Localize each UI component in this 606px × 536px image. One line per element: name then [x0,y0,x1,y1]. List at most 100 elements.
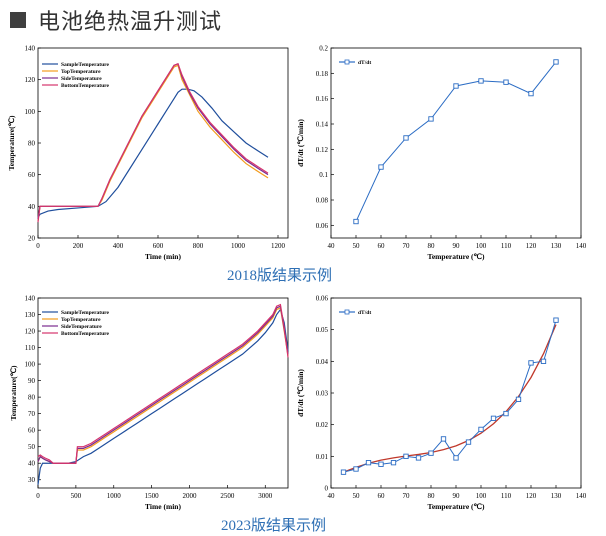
y-tick-label: 110 [25,344,36,352]
data-point [428,116,434,122]
data-point [340,469,347,475]
x-tick-label: 90 [453,492,461,500]
data-point [378,461,384,467]
legend-label: BottomTemperature [61,83,110,89]
x-axis-label: Temperature (℃) [428,252,485,261]
y-tick-label: 140 [25,45,36,53]
y-tick-label: 0.08 [316,197,329,205]
data-point [453,455,459,461]
data-point [528,360,534,366]
y-axis-label: dT/dt (℃/min) [296,369,305,417]
y-tick-label: 0.01 [316,453,329,461]
data-point [365,460,372,466]
y-tick-label: 80 [28,140,36,148]
plot-frame [330,47,582,239]
x-tick-label: 70 [403,242,411,250]
data-point [403,453,409,459]
y-tick-label: 0.03 [316,390,329,398]
x-tick-label: 600 [153,242,164,250]
series-line-bottomtemperature [37,303,289,464]
y-tick-label: 0.12 [316,146,329,154]
y-tick-label: 60 [28,171,36,179]
y-tick-label: 40 [28,460,36,468]
x-tick-label: 500 [71,492,82,500]
data-point [540,358,547,364]
y-tick-label: 20 [28,235,36,243]
y-tick-label: 100 [25,108,36,116]
legend-label: dT/dt [358,310,371,316]
data-point [503,79,509,85]
y-tick-label: 0.1 [319,171,328,179]
x-tick-label: 40 [328,492,336,500]
x-tick-label: 1000 [107,492,122,500]
x-tick-label: 1200 [271,242,286,250]
y-axis-label: Temperature(℃) [9,365,18,421]
data-point [528,90,534,97]
y-tick-label: 0.18 [316,70,329,78]
data-point [378,164,384,170]
data-point [478,78,484,84]
x-tick-label: 120 [526,242,537,250]
y-tick-label: 90 [28,377,36,385]
y-tick-label: 120 [25,76,36,84]
legend-label: BottomTemperature [61,331,110,337]
x-tick-label: 70 [403,492,411,500]
data-point [515,396,522,402]
y-tick-label: 30 [28,476,36,484]
y-tick-label: 140 [25,295,36,303]
fit-curve [343,324,557,473]
x-tick-label: 100 [476,242,487,250]
x-tick-label: 60 [378,242,386,250]
y-tick-label: 70 [28,410,36,418]
x-tick-label: 110 [501,242,512,250]
data-point [490,415,497,421]
x-tick-label: 800 [193,242,204,250]
y-tick-label: 0.02 [316,421,329,429]
x-tick-label: 60 [378,492,386,500]
x-tick-label: 80 [428,492,436,500]
y-tick-label: 40 [28,203,36,211]
x-tick-label: 50 [353,242,361,250]
x-tick-label: 40 [328,242,336,250]
x-axis-label: Temperature (℃) [428,502,485,511]
x-tick-label: 2500 [220,492,235,500]
x-axis-label: Time (min) [145,502,181,511]
y-tick-label: 80 [28,394,36,402]
page-header: 电池绝热温升测试 [6,4,222,36]
x-tick-label: 130 [551,492,562,500]
chart-2018-dtdt: 40 50 60 70 80 90 100 110 120 130 140 0.06 0.08 0.1 0.… [296,45,587,262]
x-tick-label: 100 [476,492,487,500]
data-point [478,426,484,433]
legend-label: SampleTemperature [61,62,110,68]
x-tick-label: 3000 [258,492,273,500]
x-tick-label: 110 [501,492,512,500]
x-tick-label: 120 [526,492,537,500]
x-tick-label: 130 [551,242,562,250]
y-tick-label: 60 [28,427,36,435]
legend-label: SampleTemperature [61,310,110,316]
data-point [353,218,359,225]
data-point [415,455,422,461]
y-tick-label: 130 [25,311,36,319]
y-axis-label: dT/dt (℃/min) [296,119,305,167]
y-tick-label: 0.06 [316,222,329,230]
x-tick-label: 0 [36,492,40,500]
plot-frame [37,297,289,489]
x-tick-label: 140 [576,242,587,250]
y-tick-label: 50 [28,443,36,451]
caption-2018: 2018版结果示例 [227,268,333,284]
legend-marker [344,309,350,315]
y-tick-label: 0.06 [316,295,329,303]
series-line-dtdt [343,320,557,473]
x-tick-label: 200 [73,242,84,250]
y-axis-label: Temperature(℃) [7,115,16,171]
caption-2023: 2023版结果示例 [221,518,327,534]
chart-2018-temperature: 0 200 400 600 800 1000 1200 20 40 60 80 100 120 140 Ti… [7,45,289,261]
data-point [353,466,359,472]
x-axis-label: Time (min) [145,252,181,261]
data-point [465,439,472,445]
data-point [553,317,559,323]
legend-marker [344,59,350,65]
legend-label: SideTemperature [61,324,102,330]
series-line-sampletemperature [37,88,269,218]
